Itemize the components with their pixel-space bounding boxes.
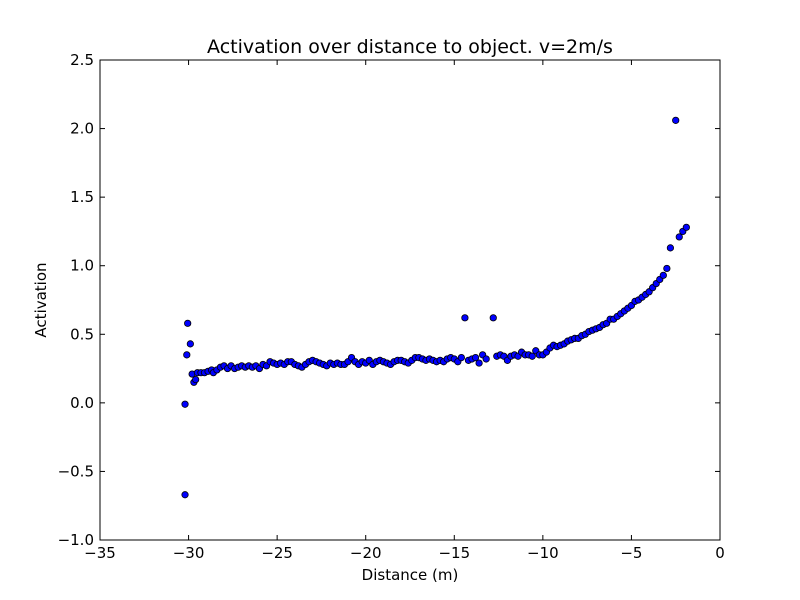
y-tick-label: −0.5	[58, 462, 94, 480]
x-axis-label: Distance (m)	[362, 566, 459, 584]
x-tick-label: −10	[527, 544, 559, 562]
data-point	[181, 491, 189, 499]
x-tick-label: −30	[173, 544, 205, 562]
data-point	[186, 340, 194, 348]
data-point	[184, 319, 192, 327]
data-point	[659, 271, 667, 279]
y-tick-label: 1.0	[70, 257, 94, 275]
y-tick-label: 0.0	[70, 394, 94, 412]
plot-frame	[99, 59, 721, 541]
data-point	[682, 223, 690, 231]
data-points	[181, 116, 690, 499]
data-point	[192, 375, 200, 384]
data-point	[181, 400, 189, 408]
data-point	[489, 314, 497, 322]
y-tick-label: 1.5	[70, 188, 94, 206]
y-axis-label: Activation	[32, 262, 50, 337]
x-tick-label: −35	[84, 544, 116, 562]
x-tick-label: −20	[350, 544, 382, 562]
y-tick-label: 2.0	[70, 120, 94, 138]
data-point	[471, 353, 480, 362]
data-point	[663, 264, 671, 273]
data-point	[482, 355, 490, 363]
y-tick-label: −1.0	[58, 531, 94, 549]
axis-ticks: −35 −30 −25 −20 −15 −10 −5 0 −1.0 −0.5 0.0 0.5 1.0 1.…	[58, 51, 725, 562]
data-point	[675, 233, 683, 241]
x-tick-label: −25	[261, 544, 293, 562]
x-tick-label: −5	[620, 544, 642, 562]
x-tick-label: −15	[438, 544, 470, 562]
data-point	[457, 353, 465, 362]
y-tick-label: 0.5	[70, 325, 94, 343]
y-tick-label: 2.5	[70, 51, 94, 69]
chart-title: Activation over distance to object. v=2m…	[207, 36, 613, 58]
data-point	[183, 351, 191, 359]
x-tick-label: 0	[715, 544, 725, 562]
data-point	[672, 116, 680, 124]
data-point	[528, 352, 536, 360]
data-point	[475, 359, 483, 367]
data-point	[461, 314, 469, 322]
data-point	[666, 244, 675, 252]
